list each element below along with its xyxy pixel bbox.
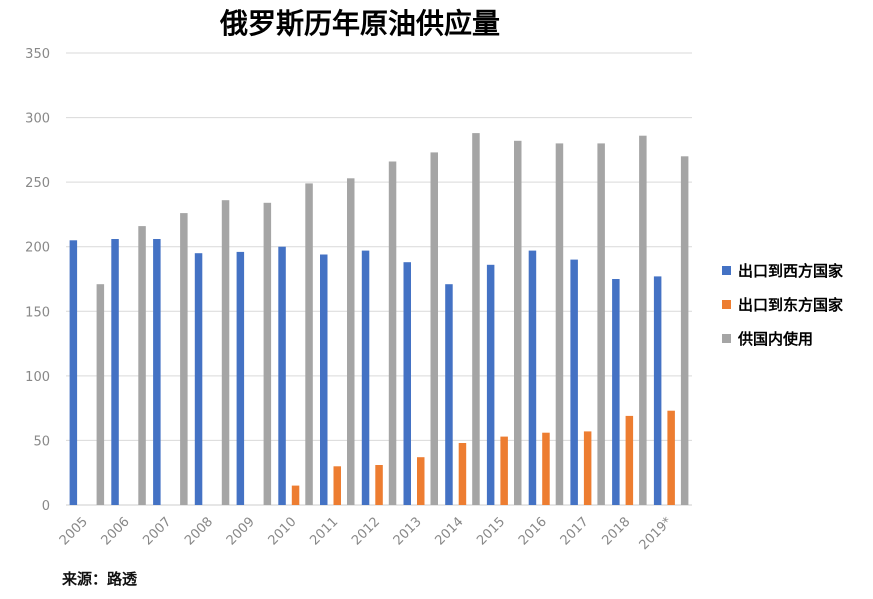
- bar-west-2018: [612, 279, 620, 505]
- bar-domestic-2016: [555, 143, 564, 505]
- bar-domestic-2019*: [680, 156, 689, 506]
- x-tick-label: 2013: [391, 514, 425, 548]
- x-tick-label: 2014: [433, 514, 467, 548]
- y-tick-label: 200: [25, 241, 50, 256]
- x-tick-label: 2005: [57, 514, 91, 548]
- bar-east-2012: [375, 465, 383, 505]
- legend-swatch-east: [722, 300, 731, 309]
- bar-domestic-2017: [597, 143, 605, 505]
- legend-item-west: 出口到西方国家: [722, 260, 843, 281]
- bar-east-2016: [542, 432, 550, 505]
- bar-west-2007: [153, 239, 161, 505]
- bar-east-2017: [583, 431, 592, 505]
- y-tick-label: 50: [33, 434, 50, 449]
- bar-west-2017: [570, 259, 578, 505]
- y-tick-label: 0: [42, 499, 50, 514]
- y-tick-label: 300: [25, 112, 50, 127]
- bar-domestic-2011: [347, 178, 355, 506]
- bar-domestic-2018: [639, 135, 647, 505]
- bar-west-2008: [194, 253, 203, 505]
- gridlines: [66, 52, 692, 506]
- bar-east-2019*: [667, 410, 675, 505]
- x-tick-label: 2017: [558, 514, 592, 548]
- bar-domestic-2015: [514, 140, 522, 506]
- bar-west-2019*: [653, 276, 662, 505]
- bar-west-2005: [69, 240, 78, 506]
- bar-domestic-2012: [388, 161, 397, 505]
- y-tick-label: 350: [25, 47, 50, 62]
- bars: [69, 133, 689, 506]
- x-tick-label: 2008: [182, 514, 216, 548]
- bar-domestic-2013: [430, 152, 438, 505]
- bar-east-2013: [417, 457, 425, 505]
- bar-domestic-2008: [221, 200, 230, 505]
- bar-domestic-2014: [472, 133, 480, 505]
- y-axis-ticks: 0 50 100 150 200 250 300 350: [25, 47, 50, 514]
- bar-east-2010: [291, 485, 300, 505]
- legend-item-east: 出口到东方国家: [722, 294, 843, 315]
- x-tick-label: 2018: [599, 514, 633, 548]
- y-tick-label: 250: [25, 176, 50, 191]
- legend-label-east: 出口到东方国家: [738, 296, 844, 314]
- bar-domestic-2009: [263, 202, 272, 506]
- x-tick-label: 2010: [266, 514, 300, 548]
- legend-item-domestic: 供国内使用: [722, 328, 843, 349]
- chart-title: 俄罗斯历年原油供应量: [219, 7, 500, 40]
- bar-domestic-2010: [305, 183, 313, 505]
- x-tick-label: 2006: [99, 514, 133, 548]
- bar-west-2006: [111, 239, 119, 505]
- legend-swatch-domestic: [722, 334, 731, 343]
- bar-west-2016: [528, 250, 537, 505]
- bar-east-2018: [625, 415, 634, 505]
- y-tick-label: 100: [25, 370, 50, 385]
- legend-label-west: 出口到西方国家: [738, 262, 844, 280]
- bar-west-2009: [236, 251, 245, 505]
- x-tick-label: 2012: [349, 514, 383, 548]
- x-tick-label: 2019*: [637, 514, 676, 553]
- x-axis-ticks: 2005 2006 2007 2008 2009 2010 2011 2012 2013 2014…: [57, 514, 676, 553]
- bar-west-2011: [320, 254, 328, 505]
- bar-west-2015: [486, 264, 495, 505]
- bar-domestic-2005: [96, 284, 105, 505]
- bar-domestic-2006: [138, 226, 146, 505]
- bar-west-2013: [403, 262, 411, 505]
- x-tick-label: 2011: [307, 514, 341, 548]
- y-tick-label: 150: [25, 305, 50, 320]
- legend: 出口到西方国家 出口到东方国家 供国内使用: [722, 260, 843, 362]
- bar-west-2010: [278, 246, 286, 505]
- x-tick-label: 2009: [224, 514, 258, 548]
- source-note: 来源：路透: [62, 570, 138, 588]
- bar-west-2014: [445, 284, 453, 505]
- bar-east-2014: [458, 443, 467, 505]
- legend-label-domestic: 供国内使用: [738, 330, 814, 348]
- x-tick-label: 2007: [140, 514, 174, 548]
- x-tick-label: 2015: [474, 514, 508, 548]
- bar-west-2012: [361, 250, 370, 505]
- bar-east-2011: [333, 466, 341, 505]
- bar-east-2015: [500, 436, 508, 505]
- legend-swatch-west: [722, 266, 731, 275]
- x-tick-label: 2016: [516, 514, 550, 548]
- bar-domestic-2007: [180, 213, 188, 505]
